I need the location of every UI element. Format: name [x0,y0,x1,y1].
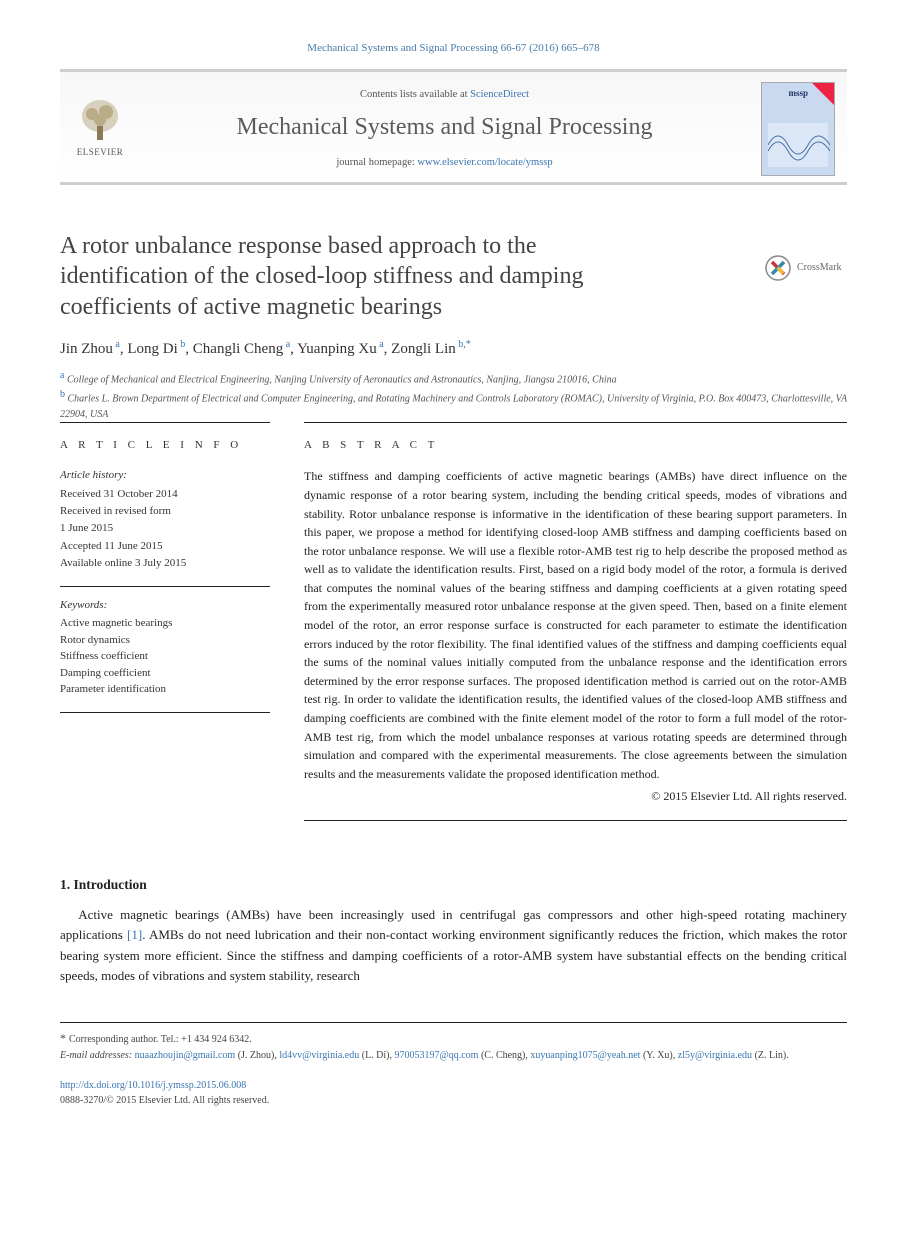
author-name: Jin Zhou [60,341,113,357]
affiliation-text: College of Mechanical and Electrical Eng… [67,374,617,385]
author-name: Yuanping Xu [297,341,377,357]
keyword: Rotor dynamics [60,632,270,649]
article-history: Article history: Received 31 October 201… [60,467,270,586]
journal-homepage-line: journal homepage: www.elsevier.com/locat… [142,155,747,171]
emails-label: E-mail addresses: [60,1050,135,1061]
author-affiliation-link[interactable]: a [113,339,120,350]
author-email-link[interactable]: 970053197@qq.com [395,1050,479,1061]
affiliation-marker: a [60,370,64,381]
abstract-heading: A B S T R A C T [304,437,847,454]
journal-header: ELSEVIER Contents lists available at Sci… [60,69,847,185]
citation-link[interactable]: [1] [127,927,142,942]
contents-available-line: Contents lists available at ScienceDirec… [142,87,747,103]
issn-copyright-line: 0888-3270/© 2015 Elsevier Ltd. All right… [60,1093,847,1108]
affiliation-text: Charles L. Brown Department of Electrica… [60,394,847,420]
doi-block: http://dx.doi.org/10.1016/j.ymssp.2015.0… [60,1078,847,1108]
email-attribution: (C. Cheng) [481,1050,525,1061]
keywords-block: Keywords: Active magnetic bearingsRotor … [60,587,270,713]
sciencedirect-link[interactable]: ScienceDirect [470,89,529,100]
author-affiliation-link[interactable]: b,* [456,339,471,350]
email-attribution: (Y. Xu) [643,1050,673,1061]
running-head: Mechanical Systems and Signal Processing… [60,40,847,57]
email-attribution: (Z. Lin). [755,1050,789,1061]
keyword: Damping coefficient [60,665,270,682]
abstract-text: The stiffness and damping coefficients o… [304,467,847,821]
crossmark-badge[interactable]: CrossMark [765,255,847,281]
author-email-link[interactable]: nuaazhoujin@gmail.com [135,1050,236,1061]
section-heading-introduction: 1. Introduction [60,875,847,895]
cover-corner-icon [812,83,834,105]
contents-prefix: Contents lists available at [360,89,470,100]
abstract-body: The stiffness and damping coefficients o… [304,469,847,781]
corr-marker-icon: * [60,1031,69,1045]
author-affiliation-link[interactable]: a [283,339,290,350]
journal-name: Mechanical Systems and Signal Processing [142,109,747,145]
history-label: Article history: [60,467,270,484]
doi-link[interactable]: http://dx.doi.org/10.1016/j.ymssp.2015.0… [60,1080,246,1091]
history-line: Received 31 October 2014 [60,486,270,503]
journal-cover-thumbnail: mssp [761,82,835,176]
author-affiliation-link[interactable]: b [178,339,186,350]
elsevier-tree-icon [76,96,124,146]
affiliation-marker: b [60,389,65,400]
crossmark-label: CrossMark [797,260,841,275]
footnotes: * Corresponding author. Tel.: +1 434 924… [60,1022,847,1064]
author-name: Long Di [127,341,177,357]
author-list: Jin Zhou a, Long Di b, Changli Cheng a, … [60,337,847,361]
email-attribution: (L. Di) [362,1050,390,1061]
cover-abbrev: mssp [788,87,808,101]
affiliations: a College of Mechanical and Electrical E… [60,368,847,422]
history-line: Available online 3 July 2015 [60,555,270,572]
publisher-logo: ELSEVIER [72,96,128,162]
article-title: A rotor unbalance response based approac… [60,231,660,323]
history-line: Accepted 11 June 2015 [60,538,270,555]
author-affiliation-link[interactable]: a [377,339,384,350]
intro-paragraph: Active magnetic bearings (AMBs) have bee… [60,905,847,986]
keyword: Parameter identification [60,681,270,698]
article-info-heading: A R T I C L E I N F O [60,437,270,454]
author-name: Zongli Lin [391,341,456,357]
corresponding-author-note: Corresponding author. Tel.: +1 434 924 6… [69,1034,252,1045]
author-name: Changli Cheng [193,341,283,357]
author-email-link[interactable]: zl5y@virginia.edu [678,1050,752,1061]
email-attribution: (J. Zhou) [238,1050,275,1061]
journal-homepage-link[interactable]: www.elsevier.com/locate/ymssp [417,157,552,168]
author-email-link[interactable]: xuyuanping1075@yeah.net [530,1050,640,1061]
abstract-copyright: © 2015 Elsevier Ltd. All rights reserved… [304,787,847,806]
keyword: Stiffness coefficient [60,648,270,665]
author-email-link[interactable]: ld4vv@virginia.edu [279,1050,359,1061]
homepage-prefix: journal homepage: [336,157,417,168]
keyword: Active magnetic bearings [60,615,270,632]
history-line: 1 June 2015 [60,520,270,537]
keywords-label: Keywords: [60,597,270,614]
publisher-logo-text: ELSEVIER [77,146,124,160]
history-line: Received in revised form [60,503,270,520]
cover-wave-graphic [768,123,828,167]
crossmark-icon [765,255,791,281]
